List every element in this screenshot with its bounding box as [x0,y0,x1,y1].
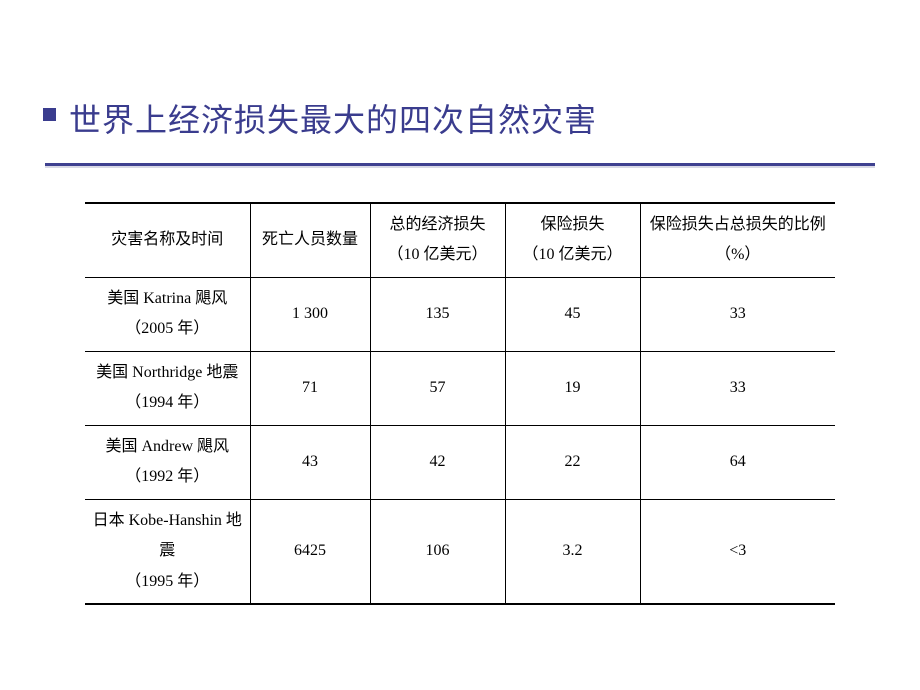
cell-name: 美国 Katrina 飓风 （2005 年） [85,277,250,351]
disaster-table-wrap: 灾害名称及时间 死亡人员数量 总的经济损失 （10 亿美元） 保险损失 （10 … [85,202,835,605]
cell-ratio: 64 [640,425,835,499]
cell-name-l1: 美国 Andrew 飓风 [89,432,246,462]
col-header-ratio-l2: （%） [645,240,832,270]
col-header-name: 灾害名称及时间 [85,203,250,277]
cell-deaths: 1 300 [250,277,370,351]
cell-loss: 135 [370,277,505,351]
cell-ins: 3.2 [505,499,640,604]
table-row: 美国 Northridge 地震 （1994 年） 71 57 19 33 [85,351,835,425]
table-row: 美国 Andrew 飓风 （1992 年） 43 42 22 64 [85,425,835,499]
col-header-ins-l1: 保险损失 [510,210,636,240]
cell-name-l1: 美国 Katrina 飓风 [89,284,246,314]
cell-name-l2: （1992 年） [89,462,246,492]
col-header-ratio-l1: 保险损失占总损失的比例 [645,210,832,240]
cell-ins: 22 [505,425,640,499]
col-header-loss: 总的经济损失 （10 亿美元） [370,203,505,277]
cell-name-l2: （1994 年） [89,388,246,418]
title-block: 世界上经济损失最大的四次自然灾害 [45,95,875,155]
disaster-table: 灾害名称及时间 死亡人员数量 总的经济损失 （10 亿美元） 保险损失 （10 … [85,202,835,605]
col-header-ins-l2: （10 亿美元） [510,240,636,270]
col-header-loss-l2: （10 亿美元） [375,240,501,270]
cell-ratio: <3 [640,499,835,604]
cell-deaths: 43 [250,425,370,499]
title-underline [45,163,875,166]
cell-name-l1: 日本 Kobe-Hanshin 地震 [89,506,246,567]
col-header-deaths-l1: 死亡人员数量 [255,225,366,255]
cell-name-l2: （2005 年） [89,314,246,344]
table-row: 美国 Katrina 飓风 （2005 年） 1 300 135 45 33 [85,277,835,351]
col-header-loss-l1: 总的经济损失 [375,210,501,240]
slide: 世界上经济损失最大的四次自然灾害 灾害名称及时间 死亡人员数量 [0,0,920,690]
title-bullet-icon [43,108,56,121]
cell-deaths: 6425 [250,499,370,604]
cell-loss: 57 [370,351,505,425]
cell-deaths: 71 [250,351,370,425]
cell-loss: 42 [370,425,505,499]
cell-loss: 106 [370,499,505,604]
cell-ratio: 33 [640,277,835,351]
cell-name: 美国 Northridge 地震 （1994 年） [85,351,250,425]
col-header-name-l1: 灾害名称及时间 [89,225,246,255]
cell-name-l2: （1995 年） [89,567,246,597]
slide-title: 世界上经济损失最大的四次自然灾害 [69,95,875,141]
cell-name: 日本 Kobe-Hanshin 地震 （1995 年） [85,499,250,604]
col-header-ins: 保险损失 （10 亿美元） [505,203,640,277]
col-header-ratio: 保险损失占总损失的比例 （%） [640,203,835,277]
table-header-row: 灾害名称及时间 死亡人员数量 总的经济损失 （10 亿美元） 保险损失 （10 … [85,203,835,277]
cell-ins: 19 [505,351,640,425]
cell-name: 美国 Andrew 飓风 （1992 年） [85,425,250,499]
cell-ins: 45 [505,277,640,351]
col-header-deaths: 死亡人员数量 [250,203,370,277]
cell-name-l1: 美国 Northridge 地震 [89,358,246,388]
table-row: 日本 Kobe-Hanshin 地震 （1995 年） 6425 106 3.2… [85,499,835,604]
cell-ratio: 33 [640,351,835,425]
